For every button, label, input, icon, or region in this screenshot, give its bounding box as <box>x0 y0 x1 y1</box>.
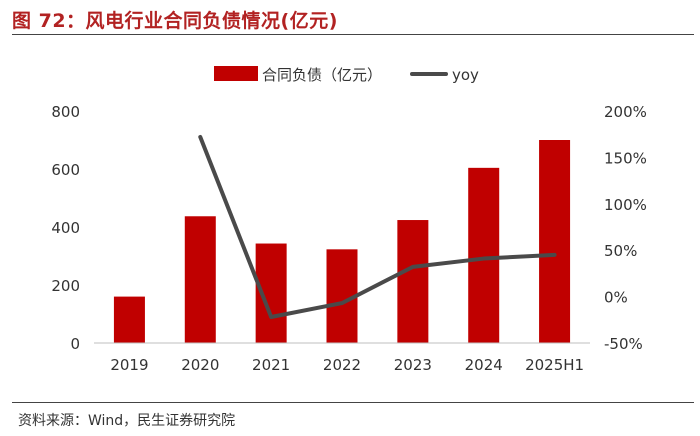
x-tick-label: 2021 <box>252 356 290 374</box>
y-right-tick-label: -50% <box>604 335 643 353</box>
x-tick-label: 2022 <box>323 356 361 374</box>
legend-bar-label: 合同负债（亿元） <box>262 66 382 84</box>
chart-area: 合同负债（亿元） yoy 2019 2020 2021 2022 2023 2024 2025… <box>51 66 647 374</box>
legend-line-label: yoy <box>452 66 479 84</box>
yoy-line-series <box>198 134 557 320</box>
legend-bar-swatch <box>214 66 258 81</box>
bar-2019 <box>113 296 145 343</box>
bar-2023 <box>397 220 429 343</box>
bar-series <box>113 140 571 343</box>
x-axis: 2019 2020 2021 2022 2023 2024 2025H1 <box>94 342 590 374</box>
x-tick-label: 2023 <box>394 356 432 374</box>
y-axis-right: -50% 0% 50% 100% 150% 200% <box>604 103 647 353</box>
y-right-tick-label: 200% <box>604 103 647 121</box>
y-left-tick-label: 600 <box>51 161 80 179</box>
yoy-line <box>198 134 557 320</box>
y-left-tick-label: 400 <box>51 219 80 237</box>
legend: 合同负债（亿元） yoy <box>214 66 479 84</box>
chart-title: 图 72：风电行业合同负债情况(亿元) <box>12 10 338 32</box>
x-tick-label: 2025H1 <box>525 356 584 374</box>
y-axis-left: 0 200 400 600 800 <box>51 103 80 353</box>
x-tick-label: 2019 <box>110 356 148 374</box>
bar-2020 <box>184 216 216 343</box>
x-tick-label: 2024 <box>465 356 503 374</box>
source-divider <box>12 402 694 403</box>
y-left-tick-label: 800 <box>51 103 80 121</box>
bar-2024 <box>468 167 500 343</box>
source-note: 资料来源：Wind，民生证券研究院 <box>18 413 236 429</box>
y-right-tick-label: 0% <box>604 289 628 307</box>
y-right-tick-label: 100% <box>604 196 647 214</box>
title-divider <box>12 34 694 35</box>
x-tick-label: 2020 <box>181 356 219 374</box>
bar-2025H1 <box>539 140 571 343</box>
y-left-tick-label: 0 <box>70 335 80 353</box>
y-right-tick-label: 150% <box>604 149 647 167</box>
y-left-tick-label: 200 <box>51 277 80 295</box>
y-right-tick-label: 50% <box>604 242 637 260</box>
